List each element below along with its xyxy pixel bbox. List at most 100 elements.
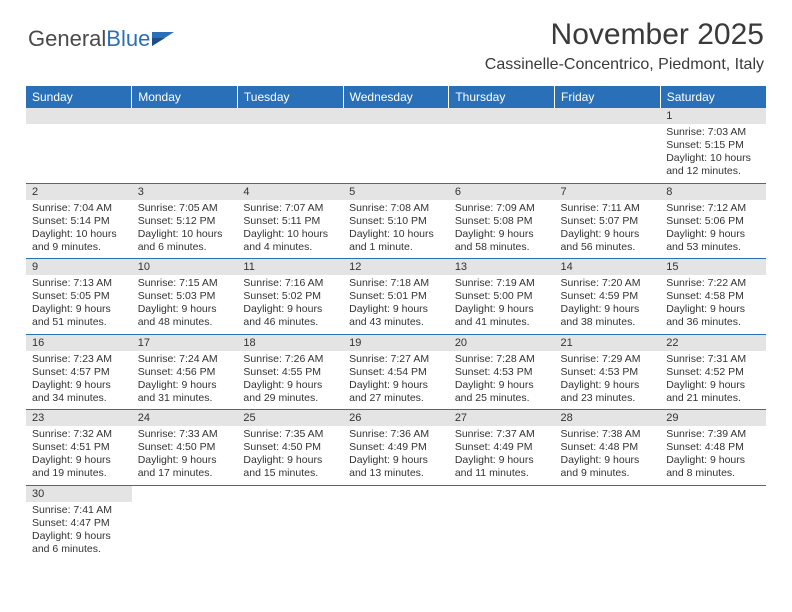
day-detail-row: Sunrise: 7:04 AMSunset: 5:14 PMDaylight:… bbox=[26, 200, 766, 259]
daylight-text: Daylight: 9 hours and 34 minutes. bbox=[32, 379, 126, 405]
weekday-header: Wednesday bbox=[343, 86, 449, 108]
day-detail-cell bbox=[237, 502, 343, 561]
day-detail-cell bbox=[237, 124, 343, 183]
sunrise-text: Sunrise: 7:24 AM bbox=[138, 353, 232, 366]
day-detail-cell: Sunrise: 7:39 AMSunset: 4:48 PMDaylight:… bbox=[660, 426, 766, 485]
day-number-cell: 5 bbox=[343, 183, 449, 200]
daylight-text: Daylight: 9 hours and 17 minutes. bbox=[138, 454, 232, 480]
day-number-cell bbox=[555, 485, 661, 502]
logo-text-2: Blue bbox=[106, 26, 150, 52]
sunset-text: Sunset: 4:49 PM bbox=[349, 441, 443, 454]
day-number-cell: 29 bbox=[660, 410, 766, 427]
day-detail-cell: Sunrise: 7:22 AMSunset: 4:58 PMDaylight:… bbox=[660, 275, 766, 334]
daylight-text: Daylight: 9 hours and 53 minutes. bbox=[666, 228, 760, 254]
day-detail-cell bbox=[343, 502, 449, 561]
day-detail-cell bbox=[343, 124, 449, 183]
sunset-text: Sunset: 5:02 PM bbox=[243, 290, 337, 303]
daylight-text: Daylight: 10 hours and 9 minutes. bbox=[32, 228, 126, 254]
daylight-text: Daylight: 9 hours and 29 minutes. bbox=[243, 379, 337, 405]
day-detail-cell: Sunrise: 7:31 AMSunset: 4:52 PMDaylight:… bbox=[660, 351, 766, 410]
day-detail-cell: Sunrise: 7:13 AMSunset: 5:05 PMDaylight:… bbox=[26, 275, 132, 334]
sunrise-text: Sunrise: 7:05 AM bbox=[138, 202, 232, 215]
day-number-cell bbox=[26, 108, 132, 124]
day-detail-cell bbox=[555, 124, 661, 183]
sunset-text: Sunset: 4:50 PM bbox=[138, 441, 232, 454]
daylight-text: Daylight: 9 hours and 9 minutes. bbox=[561, 454, 655, 480]
daylight-text: Daylight: 9 hours and 51 minutes. bbox=[32, 303, 126, 329]
day-detail-row: Sunrise: 7:03 AMSunset: 5:15 PMDaylight:… bbox=[26, 124, 766, 183]
sunset-text: Sunset: 4:53 PM bbox=[455, 366, 549, 379]
sunrise-text: Sunrise: 7:15 AM bbox=[138, 277, 232, 290]
day-number-cell: 28 bbox=[555, 410, 661, 427]
sunrise-text: Sunrise: 7:19 AM bbox=[455, 277, 549, 290]
day-number-cell bbox=[449, 108, 555, 124]
sunrise-text: Sunrise: 7:26 AM bbox=[243, 353, 337, 366]
daylight-text: Daylight: 9 hours and 8 minutes. bbox=[666, 454, 760, 480]
daylight-text: Daylight: 9 hours and 31 minutes. bbox=[138, 379, 232, 405]
day-detail-cell: Sunrise: 7:32 AMSunset: 4:51 PMDaylight:… bbox=[26, 426, 132, 485]
daylight-text: Daylight: 9 hours and 58 minutes. bbox=[455, 228, 549, 254]
sunrise-text: Sunrise: 7:31 AM bbox=[666, 353, 760, 366]
logo-text-1: General bbox=[28, 26, 106, 52]
sunset-text: Sunset: 5:00 PM bbox=[455, 290, 549, 303]
daylight-text: Daylight: 10 hours and 1 minute. bbox=[349, 228, 443, 254]
sunset-text: Sunset: 4:55 PM bbox=[243, 366, 337, 379]
day-number-cell: 14 bbox=[555, 259, 661, 276]
weekday-header: Monday bbox=[132, 86, 238, 108]
day-number-cell: 6 bbox=[449, 183, 555, 200]
day-detail-cell: Sunrise: 7:28 AMSunset: 4:53 PMDaylight:… bbox=[449, 351, 555, 410]
day-number-row: 9101112131415 bbox=[26, 259, 766, 276]
day-number-cell: 16 bbox=[26, 334, 132, 351]
day-detail-row: Sunrise: 7:32 AMSunset: 4:51 PM Daylight:… bbox=[26, 426, 766, 485]
day-number-cell: 9 bbox=[26, 259, 132, 276]
sunrise-text: Sunrise: 7:32 AM bbox=[32, 428, 126, 441]
sunrise-text: Sunrise: 7:39 AM bbox=[666, 428, 760, 441]
day-number-cell: 3 bbox=[132, 183, 238, 200]
sunrise-text: Sunrise: 7:20 AM bbox=[561, 277, 655, 290]
day-number-cell: 1 bbox=[660, 108, 766, 124]
sunset-text: Sunset: 4:57 PM bbox=[32, 366, 126, 379]
day-number-cell: 19 bbox=[343, 334, 449, 351]
weekday-header: Friday bbox=[555, 86, 661, 108]
sunset-text: Sunset: 4:53 PM bbox=[561, 366, 655, 379]
day-number-cell bbox=[343, 485, 449, 502]
day-detail-cell: Sunrise: 7:11 AMSunset: 5:07 PMDaylight:… bbox=[555, 200, 661, 259]
sunrise-text: Sunrise: 7:29 AM bbox=[561, 353, 655, 366]
day-detail-cell: Sunrise: 7:26 AMSunset: 4:55 PMDaylight:… bbox=[237, 351, 343, 410]
day-detail-cell: Sunrise: 7:05 AMSunset: 5:12 PMDaylight:… bbox=[132, 200, 238, 259]
sunrise-text: Sunrise: 7:37 AM bbox=[455, 428, 549, 441]
day-detail-cell: Sunrise: 7:33 AMSunset: 4:50 PMDaylight:… bbox=[132, 426, 238, 485]
day-number-cell bbox=[449, 485, 555, 502]
day-number-cell: 18 bbox=[237, 334, 343, 351]
sunset-text: Sunset: 5:05 PM bbox=[32, 290, 126, 303]
day-number-cell: 21 bbox=[555, 334, 661, 351]
day-number-cell bbox=[132, 108, 238, 124]
day-number-row: 23242526272829 bbox=[26, 410, 766, 427]
day-number-cell: 7 bbox=[555, 183, 661, 200]
day-detail-cell: Sunrise: 7:27 AMSunset: 4:54 PMDaylight:… bbox=[343, 351, 449, 410]
weekday-header-row: SundayMondayTuesdayWednesdayThursdayFrid… bbox=[26, 86, 766, 108]
day-number-cell: 12 bbox=[343, 259, 449, 276]
day-detail-row: Sunrise: 7:41 AMSunset: 4:47 PMDaylight:… bbox=[26, 502, 766, 561]
sunset-text: Sunset: 4:48 PM bbox=[666, 441, 760, 454]
sunrise-text: Sunrise: 7:23 AM bbox=[32, 353, 126, 366]
daylight-text: Daylight: 9 hours and 56 minutes. bbox=[561, 228, 655, 254]
day-number-row: 30 bbox=[26, 485, 766, 502]
day-detail-cell: Sunrise: 7:41 AMSunset: 4:47 PMDaylight:… bbox=[26, 502, 132, 561]
daylight-text: Daylight: 9 hours and 43 minutes. bbox=[349, 303, 443, 329]
day-detail-cell bbox=[660, 502, 766, 561]
day-number-cell: 27 bbox=[449, 410, 555, 427]
day-number-cell bbox=[555, 108, 661, 124]
sunset-text: Sunset: 4:49 PM bbox=[455, 441, 549, 454]
sunrise-text: Sunrise: 7:28 AM bbox=[455, 353, 549, 366]
sunset-text: Sunset: 5:11 PM bbox=[243, 215, 337, 228]
sunset-text: Sunset: 4:48 PM bbox=[561, 441, 655, 454]
day-detail-cell: Sunrise: 7:29 AMSunset: 4:53 PMDaylight:… bbox=[555, 351, 661, 410]
day-number-cell: 10 bbox=[132, 259, 238, 276]
day-number-cell: 25 bbox=[237, 410, 343, 427]
sunset-text: Sunset: 4:56 PM bbox=[138, 366, 232, 379]
day-detail-cell bbox=[132, 502, 238, 561]
sunset-text: Sunset: 5:12 PM bbox=[138, 215, 232, 228]
sunset-text: Sunset: 4:51 PM bbox=[32, 441, 126, 454]
sunrise-text: Sunrise: 7:13 AM bbox=[32, 277, 126, 290]
